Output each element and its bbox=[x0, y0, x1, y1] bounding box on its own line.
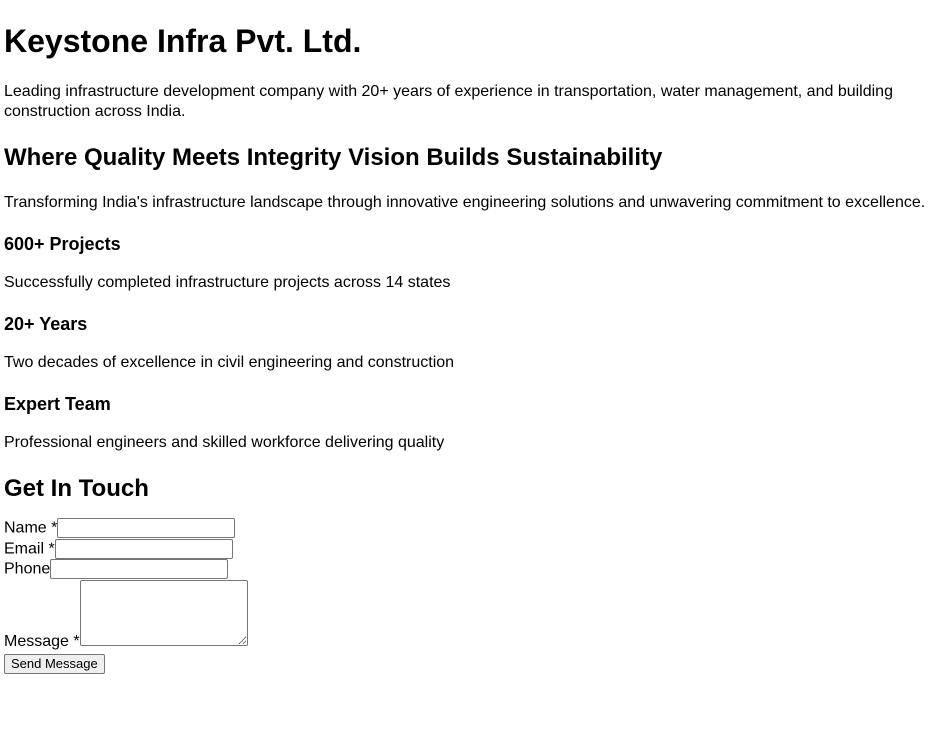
stat-description: Professional engineers and skilled workf… bbox=[4, 434, 445, 451]
stat-title: Expert Team bbox=[4, 394, 111, 414]
email-label: Email * bbox=[4, 540, 55, 557]
message-label: Message * bbox=[4, 632, 80, 650]
contact-heading: Get In Touch bbox=[4, 475, 149, 502]
contact-form: Name * Email * Phone Message * Send Mess… bbox=[4, 518, 944, 674]
stat-item-team: Expert Team Professional engineers and s… bbox=[4, 392, 944, 453]
stats-section: 600+ Projects Successfully completed inf… bbox=[4, 232, 944, 453]
phone-row: Phone bbox=[4, 559, 944, 580]
hero-tagline: Transforming India's infrastructure land… bbox=[4, 194, 926, 211]
message-row: Message * bbox=[4, 579, 944, 652]
email-field[interactable] bbox=[54, 538, 233, 559]
page: Keystone Infra Pvt. Ltd. Leading infrast… bbox=[0, 21, 948, 674]
name-field[interactable] bbox=[57, 518, 236, 538]
hero-heading: Where Quality Meets Integrity Vision Bui… bbox=[4, 144, 663, 171]
stat-item-years: 20+ Years Two decades of excellence in c… bbox=[4, 312, 944, 373]
phone-label: Phone bbox=[4, 560, 51, 578]
company-name: Keystone Infra Pvt. Ltd. bbox=[4, 23, 362, 59]
company-intro: Leading infrastructure development compa… bbox=[4, 83, 893, 120]
send-message-button[interactable]: Send Message bbox=[4, 653, 105, 674]
stat-description: Two decades of excellence in civil engin… bbox=[4, 354, 455, 371]
name-row: Name * bbox=[4, 518, 944, 539]
email-row: Email * bbox=[4, 538, 944, 560]
name-label: Name * bbox=[4, 519, 58, 537]
stat-title: 600+ Projects bbox=[4, 234, 121, 254]
stat-item-projects: 600+ Projects Successfully completed inf… bbox=[4, 232, 944, 293]
message-field[interactable] bbox=[79, 579, 248, 646]
phone-field[interactable] bbox=[50, 559, 229, 579]
stat-title: 20+ Years bbox=[4, 314, 88, 334]
stat-description: Successfully completed infrastructure pr… bbox=[4, 274, 451, 291]
